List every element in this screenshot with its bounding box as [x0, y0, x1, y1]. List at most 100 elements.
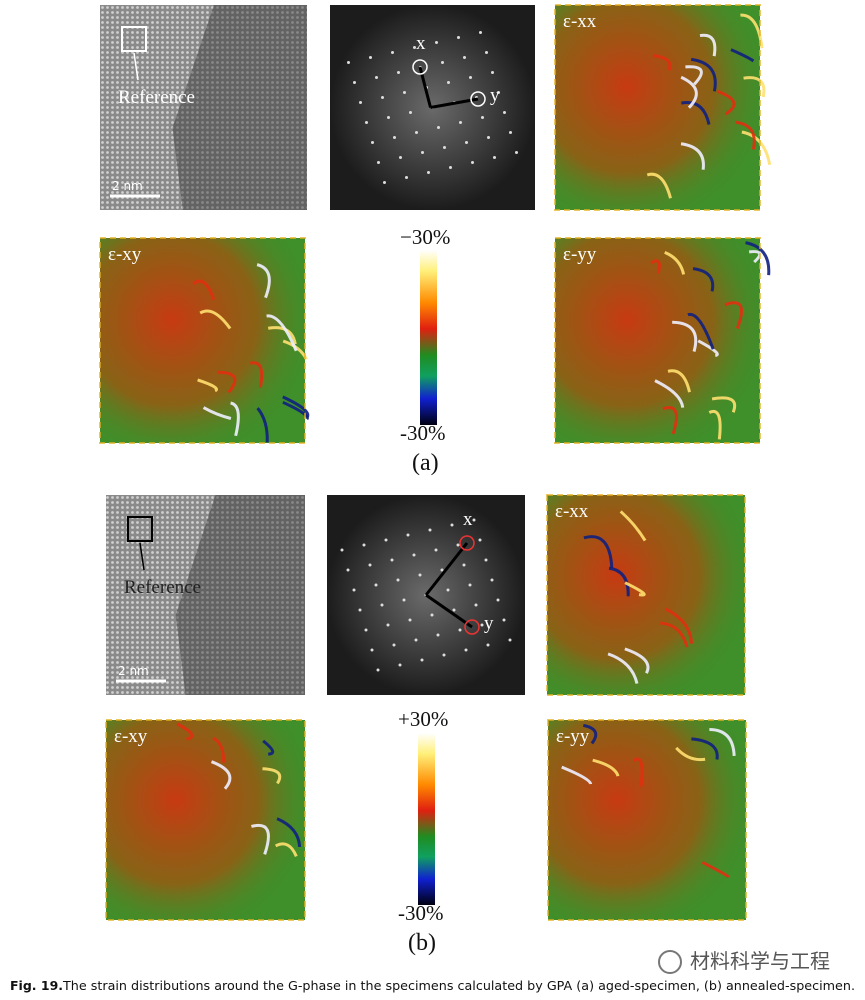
fft-spot	[412, 553, 416, 557]
strain-feature	[624, 581, 646, 597]
strain-feature	[592, 758, 620, 777]
strain-feature	[561, 765, 593, 785]
caption-text: The strain distributions around the G-ph…	[62, 978, 855, 993]
hrtem-image	[106, 495, 305, 695]
fft-spot	[368, 563, 372, 567]
fft-spot	[436, 633, 440, 637]
strain-feature	[212, 736, 226, 763]
fft-spot	[358, 608, 362, 612]
fft-spot	[420, 658, 424, 662]
fft-spot	[397, 71, 400, 74]
fft-spot	[371, 141, 374, 144]
fft-spot	[396, 578, 400, 582]
spot-marker	[464, 619, 480, 635]
fft-spot	[427, 171, 430, 174]
strain-feature	[653, 53, 672, 71]
reference-box	[121, 26, 147, 52]
fft-spot	[457, 36, 460, 39]
strain-feature	[664, 607, 694, 644]
spot-marker	[470, 91, 486, 107]
scale-bar-label: 2 nm	[118, 664, 149, 678]
reference-box	[127, 516, 153, 542]
fft-spot	[347, 61, 350, 64]
map-label: ε-xx	[563, 11, 597, 32]
fft-spot	[374, 583, 378, 587]
fft-spot	[509, 131, 512, 134]
panel-a: Reference 2 nm x y ε-xx ε-xy −30% -30% ε-yy (a)	[99, 4, 772, 476]
reference-label: Reference	[118, 87, 195, 108]
map-label: ε-yy	[563, 244, 597, 265]
fft-spot	[387, 116, 390, 119]
strain-feature	[687, 312, 715, 350]
panel-label: (b)	[408, 930, 436, 956]
fft-spot	[362, 543, 366, 547]
strain-feature	[680, 75, 698, 109]
strain-red	[555, 238, 760, 443]
fft-spot	[369, 56, 372, 59]
fft-spot	[402, 598, 406, 602]
map-label: ε-xx	[555, 501, 589, 522]
fft-spot	[441, 61, 444, 64]
strain-feature	[266, 314, 298, 352]
strain-feature	[607, 652, 639, 684]
strain-feature	[664, 251, 686, 275]
fft-spot	[370, 648, 374, 652]
fft-spot	[376, 668, 380, 672]
fft-spot	[508, 638, 512, 642]
strain-feature	[646, 172, 672, 199]
fft-spot	[380, 603, 384, 607]
strain-feature	[692, 267, 715, 292]
strain-feature	[711, 396, 737, 413]
strain-feature	[667, 369, 691, 393]
fft-spot	[405, 176, 408, 179]
strain-feature	[256, 263, 271, 299]
strain-feature	[249, 361, 264, 388]
colorbar	[420, 250, 437, 425]
fft-spot	[414, 638, 418, 642]
fft-spot	[447, 81, 450, 84]
fft-spot	[359, 101, 362, 104]
fft-spot	[383, 181, 386, 184]
strain-feature	[282, 400, 309, 421]
fft-spot	[375, 76, 378, 79]
strain-feature	[716, 89, 736, 116]
scale-bar-label: 2 nm	[112, 179, 143, 193]
fft-spot	[487, 136, 490, 139]
strain-feature	[256, 407, 269, 443]
fft-spot	[386, 623, 390, 627]
fft-spot	[365, 121, 368, 124]
hrtem-region	[172, 5, 307, 210]
strain-feature	[660, 621, 689, 648]
strain-red	[555, 5, 760, 210]
fft-spot	[493, 156, 496, 159]
fft-spot	[377, 161, 380, 164]
fft-spot	[456, 543, 460, 547]
fft-spot	[421, 151, 424, 154]
fft-spot	[491, 71, 494, 74]
reference-arrow	[133, 52, 139, 81]
fft-spot	[381, 96, 384, 99]
strain-feature	[197, 378, 218, 393]
strain-feature	[624, 647, 650, 674]
strain-feature	[230, 401, 240, 437]
fft-spot	[340, 548, 344, 552]
strain-feature	[583, 535, 614, 568]
colorbar	[418, 733, 435, 905]
spot-marker	[459, 535, 475, 551]
fft-spot	[465, 141, 468, 144]
colorbar-bottom: -30%	[400, 421, 446, 445]
fft-spot	[481, 116, 484, 119]
strain-feature	[681, 101, 711, 125]
fft-spot	[399, 156, 402, 159]
strain-feature	[697, 339, 719, 358]
fft-spot	[480, 623, 484, 627]
fft-spot	[486, 643, 490, 647]
strain-feature	[691, 737, 719, 760]
fft-spot	[471, 161, 474, 164]
fft-spot	[428, 528, 432, 532]
watermark: 材料科学与工程	[690, 949, 830, 973]
fft-spot	[443, 146, 446, 149]
g-vector	[424, 542, 469, 596]
map-label: ε-yy	[556, 726, 590, 747]
